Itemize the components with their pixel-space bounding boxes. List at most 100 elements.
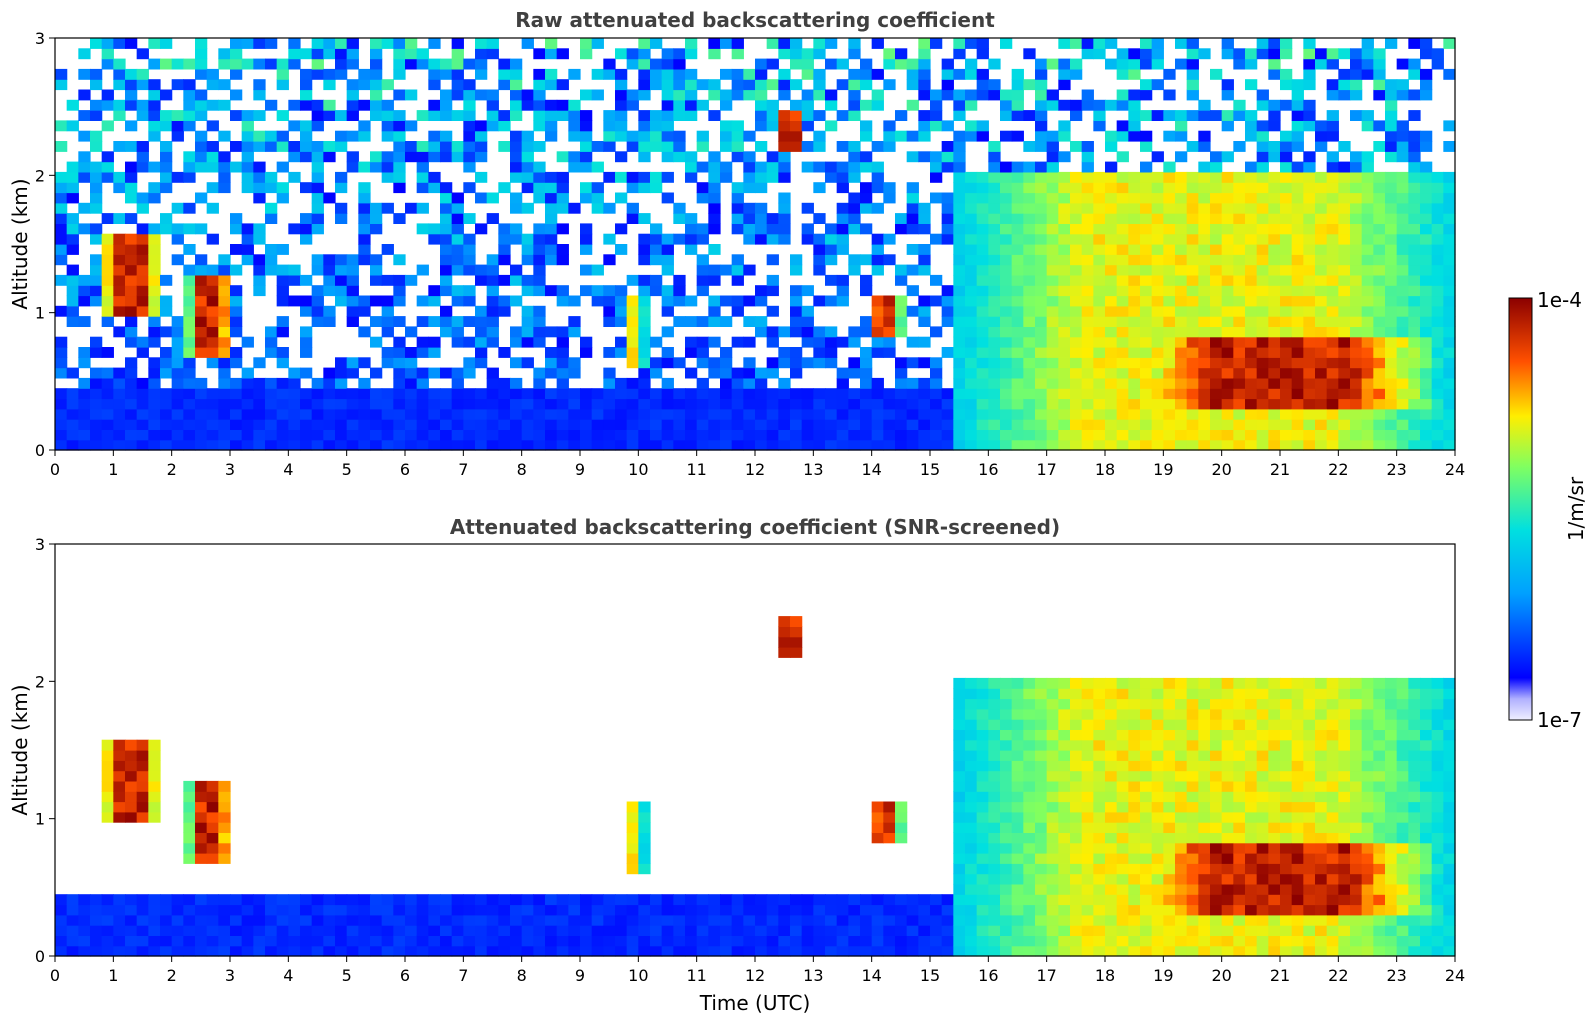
heatmap-cell	[1081, 295, 1094, 307]
heatmap-cell	[1011, 316, 1024, 327]
heatmap-cell	[323, 904, 336, 916]
heatmap-cell	[1303, 79, 1316, 91]
heatmap-cell	[125, 182, 138, 194]
heatmap-cell	[1151, 233, 1164, 245]
heatmap-cell	[860, 935, 873, 947]
heatmap-cell	[568, 894, 581, 906]
heatmap-cell	[451, 408, 464, 420]
heatmap-cell	[440, 367, 453, 379]
heatmap-cell	[1233, 48, 1246, 60]
heatmap-cell	[451, 295, 464, 307]
heatmap-cell	[78, 285, 91, 297]
heatmap-cell	[1350, 192, 1363, 204]
heatmap-cell	[1046, 925, 1059, 936]
heatmap-cell	[918, 213, 931, 224]
heatmap-cell	[871, 945, 884, 957]
heatmap-cell	[1093, 925, 1106, 936]
heatmap-cell	[370, 264, 383, 276]
heatmap-cell	[1105, 213, 1118, 224]
heatmap-cell	[1151, 439, 1164, 451]
heatmap-cell	[1350, 883, 1363, 895]
heatmap-cell	[265, 130, 278, 142]
heatmap-cell	[1350, 388, 1363, 400]
heatmap-cell	[918, 904, 931, 916]
heatmap-cell	[603, 254, 616, 266]
heatmap-cell	[393, 357, 406, 369]
heatmap-cell	[1443, 223, 1456, 235]
heatmap-cell	[988, 79, 1001, 91]
heatmap-cell	[965, 264, 978, 276]
heatmap-cell	[1245, 305, 1258, 317]
heatmap-cell	[1011, 883, 1024, 895]
heatmap-cell	[1151, 729, 1164, 741]
heatmap-cell	[755, 79, 768, 91]
heatmap-cell	[685, 367, 698, 379]
heatmap-cell	[720, 914, 733, 926]
heatmap-cell	[661, 419, 674, 430]
heatmap-cell	[556, 192, 569, 204]
heatmap-cell	[976, 842, 989, 854]
heatmap-cell	[1256, 264, 1269, 276]
heatmap-cell	[883, 801, 896, 813]
heatmap-cell	[708, 419, 721, 430]
heatmap-cell	[218, 130, 231, 142]
heatmap-cell	[206, 68, 219, 80]
heatmap-cell	[708, 439, 721, 451]
heatmap-cell	[136, 925, 149, 936]
heatmap-cell	[148, 120, 161, 132]
heatmap-cell	[55, 367, 68, 379]
heatmap-cell	[1315, 244, 1328, 255]
heatmap-cell	[1105, 698, 1118, 710]
heatmap-cell	[1011, 305, 1024, 317]
heatmap-cell	[953, 832, 966, 844]
heatmap-cell	[311, 945, 324, 957]
heatmap-cell	[1373, 68, 1386, 80]
heatmap-cell	[1256, 38, 1269, 49]
heatmap-cell	[1023, 429, 1036, 441]
heatmap-cell	[148, 367, 161, 379]
heatmap-cell	[1408, 161, 1421, 173]
heatmap-cell	[1186, 842, 1199, 854]
heatmap-cell	[650, 945, 663, 957]
heatmap-cell	[451, 439, 464, 451]
heatmap-cell	[1268, 233, 1281, 245]
heatmap-cell	[1221, 120, 1234, 132]
heatmap-cell	[486, 38, 499, 49]
heatmap-cell	[55, 305, 68, 317]
heatmap-cell	[906, 244, 919, 255]
heatmap-cell	[451, 935, 464, 947]
heatmap-cell	[1175, 719, 1188, 730]
heatmap-cell	[1291, 295, 1304, 307]
heatmap-cell	[1105, 894, 1118, 906]
heatmap-cell	[1000, 863, 1013, 875]
heatmap-cell	[976, 68, 989, 80]
heatmap-cell	[591, 264, 604, 276]
heatmap-cell	[953, 863, 966, 875]
heatmap-cell	[1233, 883, 1246, 895]
heatmap-cell	[463, 295, 476, 307]
heatmap-cell	[206, 305, 219, 317]
heatmap-cell	[125, 377, 138, 389]
heatmap-cell	[183, 295, 196, 307]
heatmap-cell	[895, 316, 908, 327]
heatmap-cell	[953, 285, 966, 297]
heatmap-cell	[1140, 853, 1153, 864]
heatmap-cell	[1186, 801, 1199, 813]
heatmap-cell	[335, 295, 348, 307]
heatmap-cell	[1233, 398, 1246, 410]
heatmap-cell	[1268, 305, 1281, 317]
heatmap-cell	[1373, 316, 1386, 327]
heatmap-cell	[1291, 141, 1304, 152]
heatmap-cell	[78, 48, 91, 60]
heatmap-cell	[860, 904, 873, 916]
heatmap-cell	[78, 398, 91, 410]
heatmap-cell	[1058, 192, 1071, 204]
heatmap-cell	[1373, 408, 1386, 420]
heatmap-cell	[1420, 429, 1433, 441]
heatmap-cell	[1361, 120, 1374, 132]
heatmap-cell	[1105, 801, 1118, 813]
heatmap-cell	[160, 141, 173, 152]
heatmap-cell	[965, 832, 978, 844]
heatmap-cell	[1268, 419, 1281, 430]
heatmap-cell	[393, 151, 406, 163]
